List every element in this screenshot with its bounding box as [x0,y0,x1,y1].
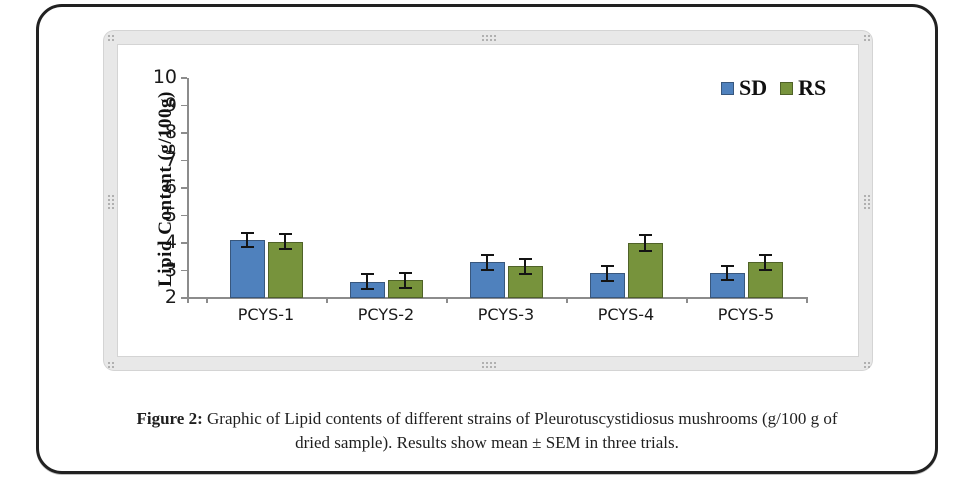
error-bar-cap [758,268,772,271]
frame-edge-dots-icon [480,33,496,41]
legend-swatch-rs-icon [780,81,794,95]
error-bar [524,258,526,274]
error-bar [644,235,646,251]
error-bar [606,265,608,281]
bar-rs-pcys-1 [267,241,303,298]
error-bar-cap [480,253,494,256]
y-tick-label: 3 [164,258,177,281]
frame-corner-dots-icon [862,33,870,41]
y-axis-tick [181,269,187,272]
chart-frame: Lipid Content (g/100g) SD RS 2 3 4 5 6 7 8 9 10 PC… [104,31,872,370]
error-bar-cap [480,268,494,271]
legend-swatch-sd-icon [721,81,734,95]
error-bar-cap [360,273,374,276]
x-category-label: PCYS-5 [717,305,775,324]
error-bar-cap [638,234,652,237]
figure-panel: Lipid Content (g/100g) SD RS 2 3 4 5 6 7 8 9 10 PC… [36,4,938,474]
y-tick-label: 7 [164,148,177,171]
error-bar-cap [518,272,532,275]
y-axis-tick [181,104,187,107]
y-tick-label: 6 [164,175,177,198]
y-axis-tick [181,242,187,244]
y-tick-label: 4 [164,230,177,253]
error-bar-cap [600,264,614,267]
legend-item-sd: SD [721,77,767,99]
error-bar-cap [398,286,412,289]
x-category-label: PCYS-3 [477,305,535,324]
error-bar-cap [278,248,292,251]
frame-corner-dots-icon [106,33,114,41]
error-bar-cap [240,246,254,249]
figure-caption-body: Graphic of Lipid contents of different s… [207,409,838,452]
frame-corner-dots-icon [862,360,870,368]
frame-edge-dots-icon [106,192,114,209]
figure-caption: Figure 2: Graphic of Lipid contents of d… [39,407,935,455]
figure-caption-label: Figure 2: [136,409,203,428]
y-axis-tick [181,187,187,189]
legend-item-rs: RS [780,77,826,99]
x-axis-tick [806,298,808,303]
figure-caption-text: Figure 2: Graphic of Lipid contents of d… [135,407,840,455]
x-category-label: PCYS-4 [597,305,655,324]
x-axis-tick [206,298,208,303]
frame-edge-dots-icon [480,360,496,368]
error-bar [366,274,368,289]
frame-corner-dots-icon [106,360,114,368]
x-axis-tick [326,298,328,303]
error-bar-cap [720,279,734,282]
y-axis-line [187,78,189,303]
error-bar [764,254,766,270]
error-bar-cap [600,279,614,282]
error-bar [246,233,248,248]
error-bar-cap [360,287,374,290]
y-tick-label: 5 [164,203,177,226]
x-category-label: PCYS-2 [357,305,415,324]
y-tick-label: 10 [152,65,177,88]
legend-label-rs: RS [798,75,827,100]
error-bar-cap [720,265,734,268]
x-axis-tick [566,298,568,303]
error-bar-cap [758,253,772,256]
bar-sd-pcys-1 [229,240,265,298]
y-tick-label: 8 [164,120,177,143]
legend-label-sd: SD [739,75,768,100]
chart-canvas: Lipid Content (g/100g) SD RS 2 3 4 5 6 7 8 9 10 PC… [117,44,859,357]
y-tick-label: 2 [164,285,177,308]
error-bar [404,272,406,288]
error-bar [486,254,488,270]
error-bar-cap [518,257,532,260]
y-axis-tick [181,77,187,79]
y-axis-tick [181,159,187,162]
legend: SD RS [721,77,826,99]
frame-edge-dots-icon [862,192,870,209]
x-axis-tick [686,298,688,303]
y-axis-tick [181,297,187,299]
error-bar-cap [278,232,292,235]
error-bar-cap [638,249,652,252]
error-bar-cap [398,271,412,274]
error-bar [726,266,728,281]
x-axis-tick [446,298,448,303]
y-axis-tick [181,132,187,134]
x-category-label: PCYS-1 [237,305,295,324]
bar-rs-pcys-4 [627,243,663,298]
y-axis-tick [181,214,187,217]
y-tick-label: 9 [164,93,177,116]
error-bar [284,233,286,250]
error-bar-cap [240,232,254,235]
